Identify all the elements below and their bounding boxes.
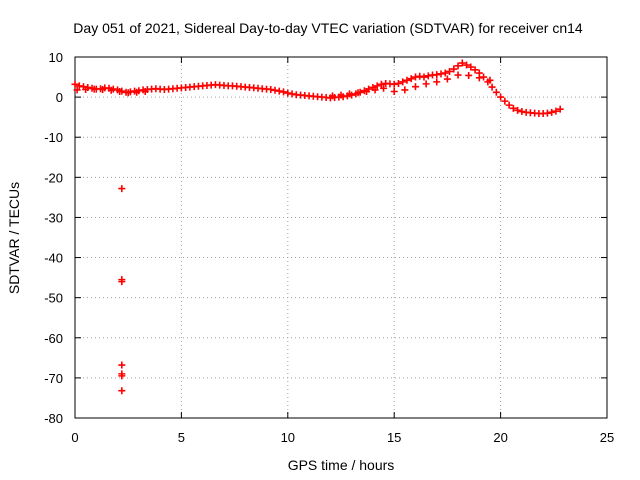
plot-frame bbox=[74, 56, 608, 419]
data-point bbox=[373, 82, 381, 90]
data-point bbox=[454, 62, 462, 70]
data-point bbox=[390, 80, 398, 88]
data-point bbox=[446, 67, 454, 75]
axis-ticks bbox=[74, 56, 608, 419]
data-point bbox=[73, 86, 81, 94]
data-point bbox=[518, 108, 526, 116]
data-point bbox=[118, 278, 126, 286]
data-point bbox=[422, 80, 430, 88]
y-tick-label: -40 bbox=[44, 251, 63, 266]
data-point bbox=[443, 75, 451, 83]
data-point bbox=[416, 72, 424, 80]
data-point bbox=[363, 87, 371, 95]
data-point bbox=[401, 86, 409, 94]
data-point bbox=[71, 80, 79, 88]
data-point bbox=[463, 61, 471, 69]
data-point bbox=[390, 87, 398, 95]
data-point bbox=[480, 73, 488, 81]
y-tick-label: -70 bbox=[44, 371, 63, 386]
data-point bbox=[90, 85, 98, 93]
data-point bbox=[271, 86, 279, 94]
data-point bbox=[75, 82, 83, 90]
data-point bbox=[124, 89, 132, 97]
data-point bbox=[433, 71, 441, 79]
data-point bbox=[280, 88, 288, 96]
data-point bbox=[465, 71, 473, 79]
data-point bbox=[497, 93, 505, 101]
data-point bbox=[433, 78, 441, 86]
data-point bbox=[118, 387, 126, 395]
x-tick-label: 25 bbox=[600, 430, 614, 445]
data-point bbox=[501, 97, 509, 105]
data-point bbox=[492, 88, 500, 96]
data-point bbox=[346, 90, 354, 98]
data-point bbox=[275, 87, 283, 95]
data-point bbox=[486, 76, 494, 84]
x-tick-label: 10 bbox=[281, 430, 295, 445]
x-tick-label: 5 bbox=[178, 430, 185, 445]
x-tick-label: 0 bbox=[71, 430, 78, 445]
y-tick-labels: 10 0 -10 -20 -30 -40 -50 -60 -70 -80 bbox=[44, 50, 63, 426]
data-point bbox=[475, 74, 483, 82]
data-point bbox=[118, 185, 126, 193]
data-point bbox=[284, 89, 292, 97]
data-point bbox=[107, 86, 115, 94]
x-tick-label: 15 bbox=[387, 430, 401, 445]
y-tick-label: -80 bbox=[44, 411, 63, 426]
data-point bbox=[116, 87, 124, 95]
data-point bbox=[548, 108, 556, 116]
data-point bbox=[99, 85, 107, 93]
data-point bbox=[267, 85, 275, 93]
data-point bbox=[288, 90, 296, 98]
data-point bbox=[354, 89, 362, 97]
data-point bbox=[328, 92, 336, 100]
y-tick-label: -20 bbox=[44, 170, 63, 185]
data-point bbox=[403, 76, 411, 84]
data-point bbox=[420, 73, 428, 81]
data-point bbox=[371, 86, 379, 94]
data-point bbox=[377, 80, 385, 88]
data-point bbox=[141, 87, 149, 95]
data-point bbox=[458, 59, 466, 67]
data-point bbox=[337, 91, 345, 99]
chart-title: Day 051 of 2021, Sidereal Day-to-day VTE… bbox=[73, 20, 583, 36]
data-point bbox=[505, 101, 513, 109]
data-point bbox=[424, 72, 432, 80]
data-point bbox=[450, 65, 458, 73]
data-point bbox=[454, 71, 462, 79]
data-point bbox=[399, 78, 407, 86]
x-axis-title: GPS time / hours bbox=[288, 457, 395, 473]
y-tick-label: 10 bbox=[49, 50, 63, 65]
data-point bbox=[118, 361, 126, 369]
data-point bbox=[556, 105, 564, 113]
data-point bbox=[380, 84, 388, 92]
x-tick-labels: 0 5 10 15 20 25 bbox=[71, 430, 614, 445]
data-point bbox=[407, 75, 415, 83]
data-point bbox=[552, 107, 560, 115]
data-point bbox=[394, 79, 402, 87]
y-tick-label: -50 bbox=[44, 291, 63, 306]
data-point bbox=[467, 63, 475, 71]
data-point bbox=[441, 69, 449, 77]
y-axis-title: SDTVAR / TECUs bbox=[6, 182, 22, 294]
y-tick-label: -60 bbox=[44, 331, 63, 346]
data-point bbox=[411, 73, 419, 81]
x-tick-label: 20 bbox=[493, 430, 507, 445]
data-point bbox=[411, 83, 419, 91]
data-point bbox=[437, 70, 445, 78]
y-tick-label: -10 bbox=[44, 130, 63, 145]
data-point bbox=[133, 88, 141, 96]
data-point bbox=[471, 66, 479, 74]
data-point bbox=[543, 109, 551, 117]
y-tick-label: 0 bbox=[56, 90, 63, 105]
data-point bbox=[509, 104, 517, 112]
data-points bbox=[71, 59, 564, 395]
data-point bbox=[82, 85, 90, 93]
data-point bbox=[488, 83, 496, 91]
y-tick-label: -30 bbox=[44, 210, 63, 225]
grid-lines bbox=[75, 57, 607, 418]
data-point bbox=[118, 372, 126, 380]
data-point bbox=[514, 106, 522, 114]
